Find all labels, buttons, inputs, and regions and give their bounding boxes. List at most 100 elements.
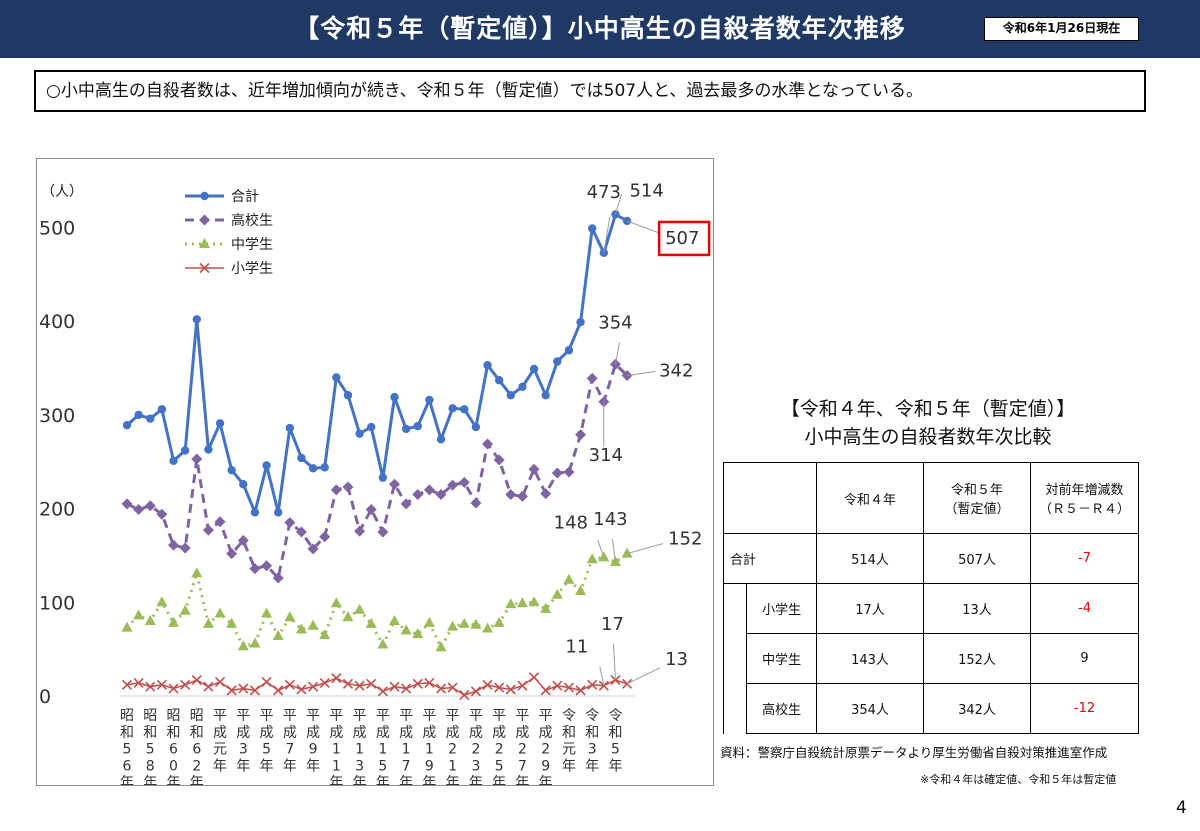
- x-tick-char: 平: [446, 708, 460, 724]
- cell-diff: -12: [1030, 683, 1139, 734]
- data-point: [458, 476, 470, 488]
- x-tick-char: 年: [422, 775, 436, 785]
- y-tick-label: 500: [39, 218, 75, 240]
- x-tick-char: 2: [518, 742, 527, 758]
- data-label-high: 314: [589, 401, 623, 466]
- x-tick-char: 成: [515, 725, 529, 741]
- data-label-text: 314: [589, 445, 623, 466]
- legend-item-elementary: 小学生: [185, 261, 273, 277]
- data-point: [400, 624, 412, 635]
- data-point: [343, 391, 353, 400]
- data-point: [400, 498, 412, 510]
- y-tick-label: 100: [39, 592, 75, 614]
- y-tick-label: 200: [39, 499, 75, 521]
- data-point: [435, 641, 447, 652]
- data-point: [284, 679, 295, 690]
- data-point: [482, 438, 494, 450]
- x-tick-char: 6: [169, 742, 178, 758]
- data-point: [134, 410, 143, 420]
- x-tick-char: 5: [146, 742, 155, 758]
- data-point: [273, 685, 284, 696]
- data-point: [540, 488, 552, 500]
- data-point: [199, 238, 210, 248]
- row-label: 小学生: [746, 583, 817, 634]
- x-tick-char: 5: [262, 742, 271, 758]
- x-tick-char: 年: [143, 775, 157, 785]
- x-tick-char: 平: [376, 708, 390, 724]
- x-tick-char: 昭: [190, 708, 204, 724]
- x-tick-char: 5: [123, 742, 132, 758]
- x-tick-char: 3: [355, 758, 364, 774]
- data-point: [199, 262, 210, 274]
- data-point: [308, 464, 318, 473]
- row-label: 合計: [723, 533, 817, 584]
- data-point: [133, 609, 145, 620]
- x-tick-char: 成: [446, 725, 460, 741]
- y-tick-label: 0: [39, 686, 51, 708]
- data-point: [505, 684, 516, 695]
- x-tick-char: 成: [469, 725, 483, 741]
- data-point: [168, 616, 180, 627]
- data-label-text: 342: [659, 361, 693, 382]
- data-point: [470, 618, 482, 629]
- x-tick-char: 成: [376, 725, 390, 741]
- data-point: [331, 673, 342, 684]
- x-tick-char: 年: [167, 775, 181, 785]
- data-point: [144, 500, 156, 512]
- x-tick-char: 平: [283, 708, 297, 724]
- data-point: [354, 680, 365, 691]
- x-tick-char: 平: [399, 708, 413, 724]
- x-tick-char: 年: [236, 758, 250, 774]
- data-point: [307, 543, 319, 555]
- data-point: [401, 683, 412, 694]
- data-point: [563, 682, 575, 693]
- data-point: [365, 617, 377, 628]
- data-point: [586, 553, 598, 564]
- data-point: [169, 456, 178, 466]
- x-tick-char: 年: [376, 775, 390, 785]
- data-point: [575, 585, 587, 596]
- data-point: [483, 361, 492, 370]
- data-label-high: 342: [627, 361, 693, 382]
- data-point: [319, 677, 330, 688]
- x-tick-char: 和: [608, 725, 622, 741]
- data-point: [611, 210, 620, 219]
- data-point: [342, 481, 354, 493]
- line-chart: （人）0100200300400500昭和56年昭和58年昭和60年昭和62年平…: [39, 180, 711, 785]
- data-point: [250, 508, 260, 517]
- date-badge: 令和6年1月26日現在: [984, 17, 1139, 41]
- data-point: [226, 617, 238, 628]
- x-tick-char: 1: [332, 758, 341, 774]
- data-point: [424, 677, 435, 688]
- x-tick-char: 9: [541, 758, 550, 774]
- data-label-middle: 148: [554, 512, 605, 558]
- page-title: 【令和５年（暫定値）】小中高生の自殺者数年次推移: [294, 14, 906, 43]
- data-point: [494, 682, 505, 693]
- x-tick-char: 年: [492, 775, 506, 785]
- x-tick-char: 昭: [143, 708, 157, 724]
- y-tick-label: 300: [39, 405, 75, 427]
- data-point: [388, 615, 400, 626]
- data-point: [249, 685, 260, 696]
- x-tick-char: 成: [539, 725, 553, 741]
- source-note: 資料：警察庁自殺統計原票データより厚生労働省自殺対策推進室作成: [720, 745, 1108, 760]
- data-point: [192, 315, 201, 324]
- data-label-middle: 143: [593, 509, 628, 563]
- data-point: [529, 364, 539, 374]
- data-point: [458, 617, 470, 628]
- x-tick-char: 平: [306, 708, 320, 724]
- data-point: [342, 611, 354, 622]
- data-point: [319, 531, 331, 543]
- data-point: [447, 682, 458, 693]
- x-tick-char: 年: [539, 775, 553, 785]
- x-tick-char: 5: [378, 758, 387, 774]
- data-point: [226, 685, 237, 696]
- x-tick-char: 0: [169, 758, 178, 774]
- x-tick-char: 成: [353, 725, 367, 741]
- data-point: [551, 467, 563, 479]
- data-point: [261, 676, 272, 688]
